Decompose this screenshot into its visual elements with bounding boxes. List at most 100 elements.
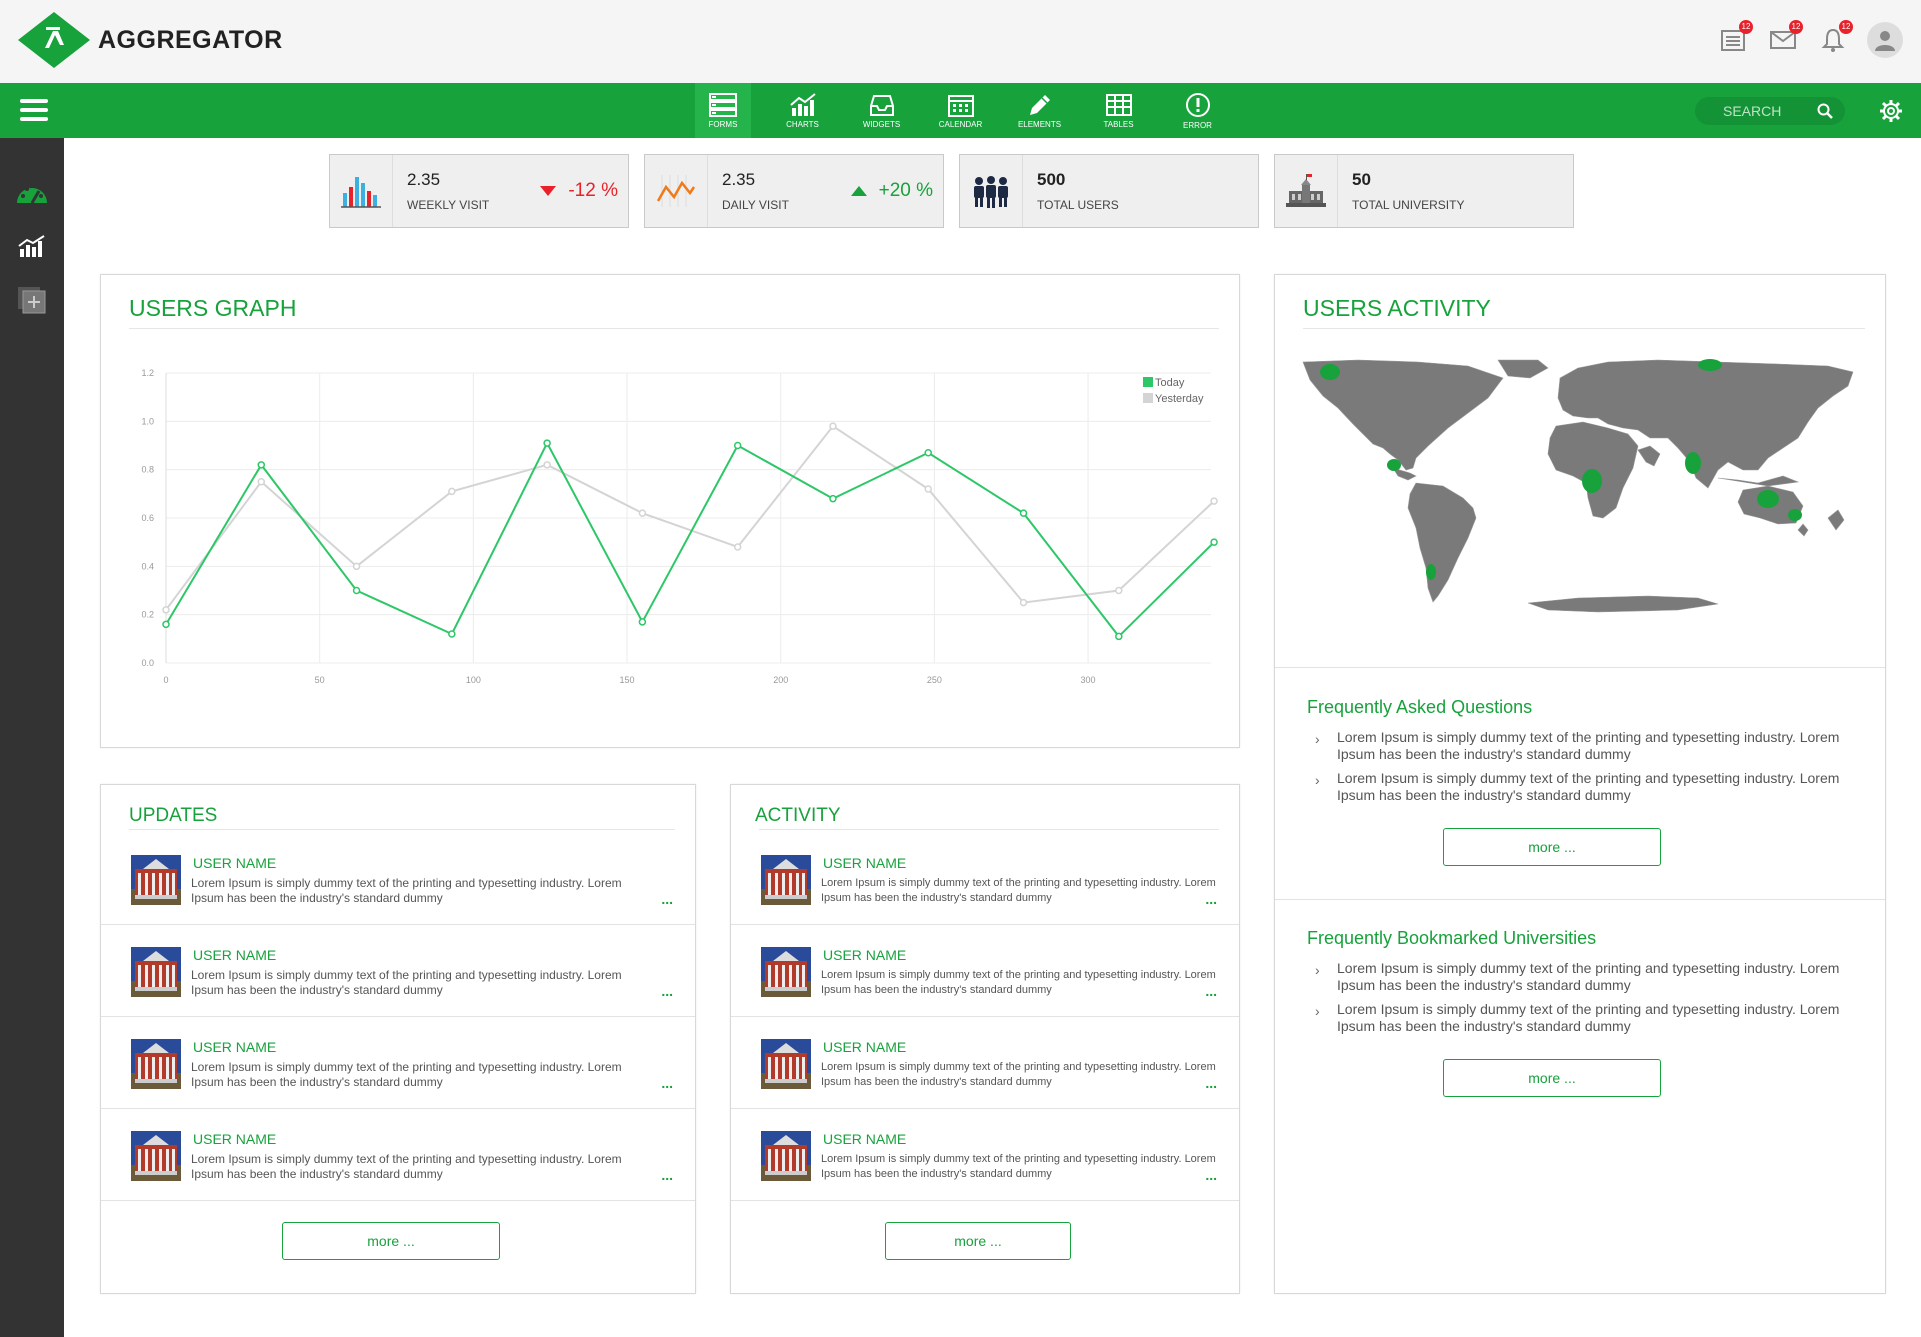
data-point-today bbox=[924, 449, 932, 457]
user-name[interactable]: USER NAME bbox=[823, 855, 907, 871]
title-divider bbox=[1303, 328, 1865, 329]
gear-icon[interactable] bbox=[1880, 100, 1902, 122]
widgets-icon bbox=[869, 94, 894, 116]
app-logo[interactable]: AGGREGATOR bbox=[18, 12, 283, 68]
search-input[interactable]: SEARCH bbox=[1695, 97, 1845, 125]
bookmark-item[interactable]: › Lorem Ipsum is simply dummy text of the… bbox=[1313, 1001, 1853, 1035]
stat-value: 50 bbox=[1352, 170, 1371, 189]
more-dots[interactable]: ... bbox=[661, 1075, 673, 1091]
world-map bbox=[1298, 358, 1858, 624]
data-point-yesterday bbox=[733, 543, 742, 551]
updates-panel: UPDATES USER NAME Lorem Ipsum is simply d… bbox=[100, 784, 696, 1294]
faq-item[interactable]: › Lorem Ipsum is simply dummy text of the… bbox=[1313, 770, 1853, 804]
data-point-yesterday bbox=[1019, 598, 1028, 607]
nav-elements[interactable]: ELEMENTS bbox=[1000, 83, 1079, 138]
user-name[interactable]: USER NAME bbox=[193, 855, 277, 871]
more-dots[interactable]: ... bbox=[1205, 1075, 1217, 1091]
more-dots[interactable]: ... bbox=[1205, 1167, 1217, 1183]
list-item[interactable]: USER NAME Lorem Ipsum is simply dummy tex… bbox=[101, 1017, 695, 1109]
bookmarks-more-button[interactable]: more ... bbox=[1443, 1059, 1661, 1097]
list-notification-button[interactable]: 12 bbox=[1717, 20, 1753, 56]
nav-label: FORMS bbox=[708, 119, 738, 129]
user-avatar[interactable] bbox=[1867, 22, 1903, 58]
x-tick-label: 250 bbox=[927, 675, 942, 685]
list-item[interactable]: USER NAME Lorem Ipsum is simply dummy tex… bbox=[101, 1109, 695, 1201]
nav-forms[interactable]: FORMS bbox=[695, 83, 751, 138]
nav-charts[interactable]: CHARTS bbox=[763, 83, 842, 138]
main-navbar: FORMS CHARTS WIDGETS CALENDAR ELEMENTS T… bbox=[0, 83, 1921, 138]
activity-more-button[interactable]: more ... bbox=[885, 1222, 1071, 1260]
data-point-yesterday bbox=[543, 461, 551, 469]
stat-total-university: 50 TOTAL UNIVERSITY bbox=[1274, 154, 1574, 228]
stat-change-value: +20 % bbox=[878, 180, 933, 201]
users-icon bbox=[974, 176, 1008, 208]
more-dots[interactable]: ... bbox=[1205, 891, 1217, 907]
series-line-today bbox=[165, 440, 1215, 638]
activity-panel: ACTIVITY USER NAME Lorem Ipsum is simply … bbox=[730, 784, 1240, 1294]
updates-more-button[interactable]: more ... bbox=[282, 1222, 500, 1260]
data-point-yesterday bbox=[829, 422, 837, 430]
hamburger-menu-icon[interactable] bbox=[20, 99, 48, 121]
data-point-today bbox=[638, 618, 647, 626]
user-name[interactable]: USER NAME bbox=[823, 947, 907, 963]
data-point-yesterday bbox=[1210, 497, 1218, 505]
list-item[interactable]: USER NAME Lorem Ipsum is simply dummy tex… bbox=[731, 833, 1239, 925]
list-item[interactable]: USER NAME Lorem Ipsum is simply dummy tex… bbox=[731, 1017, 1239, 1109]
nav-error[interactable]: ERROR bbox=[1158, 83, 1237, 138]
app-title: AGGREGATOR bbox=[98, 25, 283, 54]
sidebar-item-charts[interactable] bbox=[14, 228, 50, 264]
stat-change-value: -12 % bbox=[568, 180, 618, 201]
calendar-icon bbox=[947, 94, 974, 117]
more-dots[interactable]: ... bbox=[661, 983, 673, 999]
list-item[interactable]: USER NAME Lorem Ipsum is simply dummy tex… bbox=[731, 925, 1239, 1017]
faq-item-text: Lorem Ipsum is simply dummy text of the … bbox=[1337, 770, 1840, 803]
university-thumbnail bbox=[131, 1131, 181, 1181]
data-point-today bbox=[829, 494, 837, 503]
x-tick-label: 0 bbox=[163, 675, 168, 685]
faq-item-text: Lorem Ipsum is simply dummy text of the … bbox=[1337, 729, 1840, 762]
section-divider bbox=[1275, 899, 1885, 900]
more-dots[interactable]: ... bbox=[661, 891, 673, 907]
top-header: AGGREGATOR 12 12 12 bbox=[0, 0, 1921, 83]
y-tick-label: 1.2 bbox=[141, 368, 154, 378]
notification-badge: 12 bbox=[1839, 20, 1853, 34]
faq-item[interactable]: › Lorem Ipsum is simply dummy text of the… bbox=[1313, 729, 1853, 763]
data-point-yesterday bbox=[924, 485, 932, 493]
data-point-today bbox=[352, 586, 361, 595]
nav-menu: FORMS CHARTS WIDGETS CALENDAR ELEMENTS T… bbox=[695, 83, 1237, 138]
nav-calendar[interactable]: CALENDAR bbox=[921, 83, 1000, 138]
user-name[interactable]: USER NAME bbox=[193, 947, 277, 963]
bell-button[interactable]: 12 bbox=[1817, 20, 1853, 56]
nav-label: ERROR bbox=[1183, 120, 1212, 130]
chevron-right-icon: › bbox=[1315, 1003, 1320, 1019]
list-item[interactable]: USER NAME Lorem Ipsum is simply dummy tex… bbox=[101, 925, 695, 1017]
stat-change: -12 % bbox=[540, 180, 618, 202]
list-item[interactable]: USER NAME Lorem Ipsum is simply dummy tex… bbox=[731, 1109, 1239, 1201]
panel-title: USERS GRAPH bbox=[129, 295, 297, 321]
search-icon[interactable] bbox=[1817, 103, 1833, 119]
bookmark-item[interactable]: › Lorem Ipsum is simply dummy text of the… bbox=[1313, 960, 1853, 994]
more-dots[interactable]: ... bbox=[661, 1167, 673, 1183]
notification-badge: 12 bbox=[1739, 20, 1753, 34]
logo-icon bbox=[18, 12, 90, 68]
item-text: Lorem Ipsum is simply dummy text of the … bbox=[821, 1153, 1216, 1180]
faq-more-button[interactable]: more ... bbox=[1443, 828, 1661, 866]
user-name[interactable]: USER NAME bbox=[823, 1039, 907, 1055]
sidebar bbox=[0, 138, 64, 1337]
error-icon bbox=[1185, 92, 1210, 117]
user-name[interactable]: USER NAME bbox=[193, 1131, 277, 1147]
y-tick-label: 0.0 bbox=[141, 658, 154, 668]
mail-button[interactable]: 12 bbox=[1767, 20, 1803, 56]
stat-daily-visit: 2.35 DAILY VISIT +20 % bbox=[644, 154, 944, 228]
sidebar-item-add[interactable] bbox=[14, 282, 50, 318]
sidebar-item-dashboard[interactable] bbox=[14, 174, 50, 210]
list-item[interactable]: USER NAME Lorem Ipsum is simply dummy tex… bbox=[101, 833, 695, 925]
more-dots[interactable]: ... bbox=[1205, 983, 1217, 999]
stat-weekly-visit: 2.35 WEEKLY VISIT -12 % bbox=[329, 154, 629, 228]
nav-tables[interactable]: TABLES bbox=[1079, 83, 1158, 138]
legend-swatch bbox=[1143, 377, 1153, 387]
user-name[interactable]: USER NAME bbox=[193, 1039, 277, 1055]
forms-icon bbox=[709, 92, 737, 117]
nav-widgets[interactable]: WIDGETS bbox=[842, 83, 921, 138]
user-name[interactable]: USER NAME bbox=[823, 1131, 907, 1147]
